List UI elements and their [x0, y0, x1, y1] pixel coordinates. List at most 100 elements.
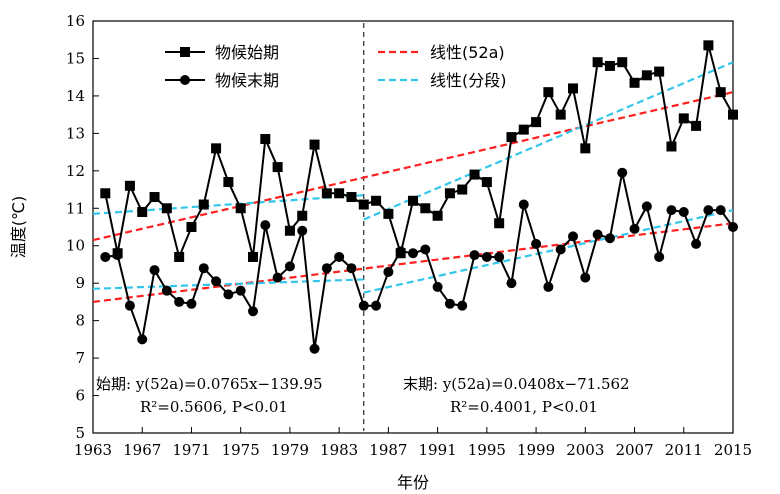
x-tick-label: 2011 — [665, 441, 703, 459]
data-point — [494, 218, 505, 229]
data-point — [284, 225, 295, 236]
data-point — [346, 192, 357, 203]
data-point — [444, 188, 455, 199]
data-point — [383, 208, 394, 219]
data-point — [678, 113, 689, 124]
data-point — [494, 251, 505, 262]
data-point — [617, 167, 628, 178]
data-point — [124, 180, 135, 191]
data-point — [371, 195, 382, 206]
data-point — [346, 263, 357, 274]
data-point — [703, 205, 714, 216]
x-tick-label: 1971 — [172, 441, 210, 459]
y-tick-label: 11 — [66, 199, 85, 217]
y-tick-label: 10 — [66, 237, 85, 255]
data-point — [186, 298, 197, 309]
data-point — [112, 250, 123, 261]
x-tick-label: 2015 — [714, 441, 752, 459]
data-point — [568, 231, 578, 242]
equation-right-line1: 末期: y(52a)=0.0408x−71.562 — [403, 375, 630, 393]
data-point — [469, 169, 480, 180]
data-point — [543, 281, 554, 292]
x-tick-label: 1995 — [468, 441, 506, 459]
trendline — [92, 222, 734, 304]
data-point — [297, 225, 308, 236]
data-point — [408, 248, 418, 259]
equation-right-line2: R²=0.4001, P<0.01 — [450, 398, 598, 416]
data-point — [211, 143, 222, 154]
data-point — [691, 238, 702, 249]
data-point — [666, 141, 677, 152]
data-point — [481, 251, 492, 262]
data-point — [174, 251, 185, 262]
data-point — [186, 222, 197, 232]
data-point — [592, 57, 603, 68]
y-tick-label: 9 — [75, 274, 85, 292]
data-point — [137, 334, 148, 345]
data-point — [715, 87, 726, 98]
data-point — [629, 77, 640, 88]
data-point — [309, 139, 320, 150]
data-point — [580, 272, 591, 283]
data-point — [248, 306, 258, 317]
x-tick-label: 2007 — [615, 441, 653, 459]
data-point — [457, 184, 468, 195]
data-point — [272, 272, 283, 283]
y-tick-label: 5 — [75, 424, 85, 442]
legend-label-start: 物候始期 — [215, 43, 279, 62]
data-point — [641, 201, 652, 212]
data-point — [555, 109, 566, 120]
data-point — [568, 83, 578, 94]
data-point — [161, 285, 172, 296]
data-point — [420, 203, 431, 214]
data-point — [617, 57, 628, 68]
x-tick-label: 2003 — [566, 441, 604, 459]
data-point — [432, 210, 443, 221]
legend-square-marker — [180, 47, 190, 57]
data-point — [604, 233, 615, 244]
y-tick-label: 16 — [66, 12, 85, 30]
data-point — [531, 238, 542, 249]
y-tick-label: 12 — [66, 162, 85, 180]
data-point — [518, 199, 529, 210]
data-point — [100, 188, 111, 199]
data-point — [334, 188, 345, 199]
data-point — [371, 300, 382, 311]
data-point — [235, 285, 246, 296]
data-point — [444, 298, 455, 309]
data-point — [457, 300, 468, 311]
data-point — [703, 40, 714, 51]
series-line — [104, 45, 734, 261]
data-point — [149, 265, 160, 276]
data-point — [715, 205, 726, 216]
data-point — [297, 210, 308, 221]
trendline — [363, 209, 734, 294]
legend-circle-marker — [180, 75, 190, 85]
series-layer — [100, 40, 738, 354]
data-point — [358, 199, 369, 210]
data-point — [235, 203, 246, 214]
data-point — [481, 177, 492, 188]
data-point — [358, 300, 369, 311]
data-point — [395, 246, 406, 257]
y-tick-label: 13 — [66, 124, 85, 142]
data-point — [654, 66, 665, 77]
data-point — [629, 223, 640, 234]
series-line — [105, 172, 734, 349]
data-point — [284, 261, 295, 272]
data-point — [260, 133, 271, 144]
legend-label-end: 物候末期 — [215, 71, 279, 90]
text-layer: 5 6 7 8 9 10 11 12 13 14 15 16 1963 1967 1971 1975 1979 1… — [9, 12, 752, 492]
data-point — [198, 199, 209, 210]
legend-label-linear-52a: 线性(52a) — [430, 43, 505, 62]
data-point — [691, 120, 702, 131]
x-tick-label: 1999 — [517, 441, 555, 459]
trendline — [92, 91, 734, 242]
data-point — [260, 220, 271, 231]
data-point — [198, 263, 209, 274]
data-point — [728, 222, 738, 232]
x-tick-label: 1987 — [369, 441, 407, 459]
data-point — [604, 60, 615, 71]
